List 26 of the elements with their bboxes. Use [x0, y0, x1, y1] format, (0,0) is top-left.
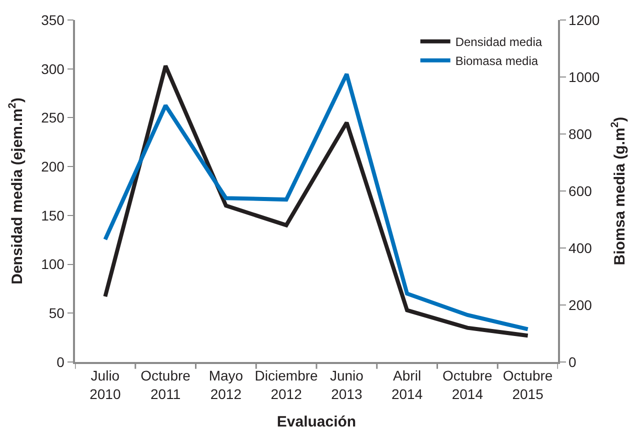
y2-tick-label: 800: [568, 126, 592, 142]
y-tick-label: 300: [41, 60, 65, 77]
y2-tick-label: 600: [568, 182, 592, 199]
y-tick-label: 100: [41, 256, 65, 272]
x-tick-label: Diciembre 2012: [254, 368, 318, 402]
x-tick-label: Octubre 2011: [140, 368, 191, 402]
y2-tick-label: 0: [568, 354, 577, 370]
x-tick-label: Abril 2014: [391, 368, 423, 402]
legend-label: Densidad media: [455, 35, 542, 50]
y-tick-label: 200: [41, 158, 65, 174]
x-tick-label: Octubre 2015: [502, 368, 553, 402]
x-tick-label: Junio 2013: [330, 368, 364, 402]
y-tick-label: 0: [56, 354, 65, 370]
x-tick-label: Julio 2010: [90, 368, 121, 402]
y-tick-label: 250: [41, 110, 65, 126]
y-tick-label: 350: [41, 12, 65, 28]
x-axis-title: Evaluación: [276, 413, 356, 430]
y2-tick-label: 1200: [568, 12, 600, 28]
x-tick-label: Mayo 2012: [208, 368, 244, 402]
legend-label: Biomasa media: [455, 54, 538, 68]
y-tick-label: 150: [41, 207, 65, 224]
y2-tick-label: 1000: [568, 68, 600, 85]
x-tick-label: Octubre 2014: [442, 368, 493, 402]
y2-tick-label: 400: [568, 240, 592, 256]
y2-tick-label: 200: [568, 296, 592, 313]
y-tick-label: 50: [48, 305, 65, 322]
